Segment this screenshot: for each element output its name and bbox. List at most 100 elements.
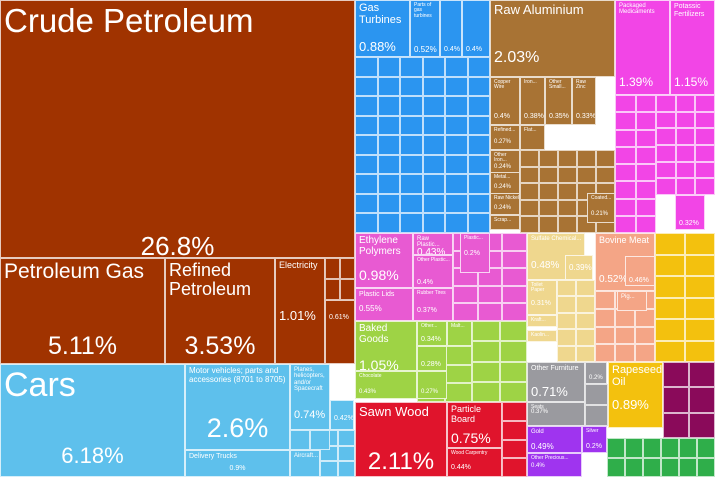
treemap-cell xyxy=(499,361,527,382)
tile-label: Toilet Paper xyxy=(531,282,545,294)
tile-electricity[interactable]: Electricity 1.01% xyxy=(275,258,325,364)
tile-seats[interactable]: Seats 0.37% xyxy=(527,402,585,426)
tile-label: Crude Petroleum xyxy=(4,2,254,39)
treemap-cell xyxy=(445,154,468,175)
tile-value: 0.27% xyxy=(421,389,439,395)
tile-value: 0.21% xyxy=(591,211,609,217)
fill-misc xyxy=(663,362,715,438)
treemap-cell xyxy=(453,303,478,321)
tile-flat[interactable]: Flat... xyxy=(520,125,545,150)
tile-coated[interactable]: Coated... 0.21% xyxy=(587,193,615,223)
tile-unlabelled[interactable]: 0.4% xyxy=(462,0,490,57)
treemap-cell xyxy=(695,145,715,162)
tile-kaolin[interactable]: Kaolin... xyxy=(527,330,557,342)
tile-label: Kaolin... xyxy=(531,332,550,338)
treemap-cell xyxy=(325,279,340,300)
tile-unlabelled[interactable]: 0.39% xyxy=(565,255,593,280)
tile-scrap[interactable]: Scrap... xyxy=(490,215,520,230)
tile-crude-petroleum[interactable]: Crude Petroleum 26.8% xyxy=(0,0,355,258)
tile-value: 2.6% xyxy=(206,413,269,443)
treemap-cell xyxy=(467,96,490,116)
tile-unlabelled[interactable]: 0.2% xyxy=(585,362,607,384)
treemap-cell xyxy=(685,233,715,255)
tile-planes-helicopters-and-or-spacecraft[interactable]: Planes, helicopters, and/or Spacecraft 0.… xyxy=(290,364,330,430)
tile-motor-vehicles-parts-and-accessories-8701-to-8705[interactable]: Motor vehicles; parts and accessories (8… xyxy=(185,364,290,450)
tile-plastic-lids[interactable]: Plastic Lids 0.55% xyxy=(355,288,413,321)
tile-petroleum-gas[interactable]: Petroleum Gas 5.11% xyxy=(0,258,165,364)
treemap-cell xyxy=(697,438,715,458)
tile-aircraft[interactable]: Aircraft... xyxy=(290,450,320,477)
treemap-cell xyxy=(400,154,423,175)
treemap-cell xyxy=(558,216,577,233)
tile-other-furniture[interactable]: Other Furniture 0.71% xyxy=(527,362,585,402)
tile-rapeseed-oil[interactable]: Rapeseed Oil 0.89% xyxy=(608,362,663,428)
treemap-cell xyxy=(502,303,527,321)
tile-unlabelled[interactable]: 0.46% xyxy=(625,256,655,286)
treemap-cell xyxy=(310,430,330,450)
treemap-cell xyxy=(675,128,696,145)
fill-green xyxy=(607,438,715,477)
tile-plastic[interactable]: Plastic... 0.2% xyxy=(460,233,490,273)
tile-iron[interactable]: Iron... 0.38% xyxy=(520,77,545,125)
tile-label: Silver xyxy=(586,428,599,434)
tile-refined-petroleum[interactable]: Refined Petroleum 3.53% xyxy=(165,258,275,364)
fill-furniture xyxy=(585,384,608,426)
tile-label: Ethylene Polymers xyxy=(359,235,401,257)
tile-unlabelled[interactable]: 0.28% xyxy=(417,346,447,371)
treemap-cell xyxy=(679,438,697,458)
fill-chemicals-b xyxy=(656,95,715,195)
tile-malt[interactable]: Malt... xyxy=(447,321,472,346)
tile-unlabelled[interactable]: 0.61% xyxy=(325,300,355,364)
tile-other[interactable]: Other... 0.34% xyxy=(417,321,447,346)
tile-gold[interactable]: Gold 0.49% xyxy=(527,426,582,453)
treemap-cell xyxy=(655,297,685,319)
tile-kraft[interactable]: Kraft... xyxy=(527,315,557,327)
tile-rubber-tires[interactable]: Rubber Tires 0.37% xyxy=(413,288,453,321)
tile-silver[interactable]: Silver 0.2% xyxy=(582,426,607,453)
tile-sawn-wood[interactable]: Sawn Wood 2.11% xyxy=(355,402,447,477)
tile-copper-wire[interactable]: Copper Wire 0.4% xyxy=(490,77,520,125)
tile-wood-carpentry[interactable]: Wood Carpentry 0.44% xyxy=(447,448,502,477)
tile-label: Pig... xyxy=(621,294,635,300)
tile-packaged-medicaments[interactable]: Packaged Medicaments 1.39% xyxy=(615,0,670,95)
treemap-cell xyxy=(377,154,400,175)
tile-potassic-fertilizers[interactable]: Potassic Fertilizers 1.15% xyxy=(670,0,715,95)
tile-value: 0.48% xyxy=(531,260,560,271)
tile-gas-turbines[interactable]: Gas Turbines 0.88% xyxy=(355,0,410,57)
fill-paper xyxy=(557,280,595,362)
treemap-cell xyxy=(445,135,468,155)
tile-delivery-trucks[interactable]: Delivery Trucks 0.9% xyxy=(185,450,290,477)
tile-toilet-paper[interactable]: Toilet Paper 0.31% xyxy=(527,280,557,315)
tile-other-precious[interactable]: Other Precious... 0.4% xyxy=(527,453,582,477)
tile-raw-zinc[interactable]: Raw Zinc 0.33% xyxy=(572,77,596,125)
tile-cars[interactable]: Cars 6.18% xyxy=(0,364,185,477)
tile-raw-nickel[interactable]: Raw Nickel 0.24% xyxy=(490,193,520,215)
tile-label: Aircraft... xyxy=(294,453,319,459)
tile-other-small[interactable]: Other Small... 0.35% xyxy=(545,77,572,125)
tile-raw-aluminium[interactable]: Raw Aluminium 2.03% xyxy=(490,0,615,77)
treemap-cell xyxy=(337,430,355,446)
tile-ethylene-polymers[interactable]: Ethylene Polymers 0.98% xyxy=(355,233,413,288)
treemap-cell xyxy=(607,457,625,477)
tile-unlabelled[interactable]: 0.42% xyxy=(330,400,354,430)
treemap-cell xyxy=(467,154,490,175)
tile-value: 0.24% xyxy=(494,184,512,190)
fill-metals xyxy=(520,150,615,233)
treemap-cell xyxy=(422,193,445,214)
tile-pig[interactable]: Pig... xyxy=(617,291,647,311)
tile-chocolate[interactable]: Chocolate 0.43% xyxy=(355,371,417,399)
tile-value: 5.11% xyxy=(47,332,118,360)
tile-refined[interactable]: Refined... 0.27% xyxy=(490,125,520,150)
tile-raw-plastic[interactable]: Raw Plastic... 0.43% xyxy=(413,233,453,255)
tile-unlabelled[interactable]: 0.32% xyxy=(675,195,705,230)
treemap-cell xyxy=(502,233,527,251)
tile-unlabelled[interactable]: 0.27% xyxy=(417,371,447,399)
tile-metal[interactable]: Metal... 0.24% xyxy=(490,172,520,194)
tile-other-plastic[interactable]: Other Plastic... 0.4% xyxy=(413,255,453,288)
tile-baked-goods[interactable]: Baked Goods 1.05% xyxy=(355,321,417,371)
tile-particle-board[interactable]: Particle Board 0.75% xyxy=(447,402,502,448)
tile-parts-of-gas-turbines[interactable]: Parts of gas turbines 0.52% xyxy=(410,0,440,57)
treemap-cell xyxy=(445,57,468,77)
tile-value: 0.4% xyxy=(494,113,510,120)
tile-unlabelled[interactable]: 0.4% xyxy=(440,0,462,57)
